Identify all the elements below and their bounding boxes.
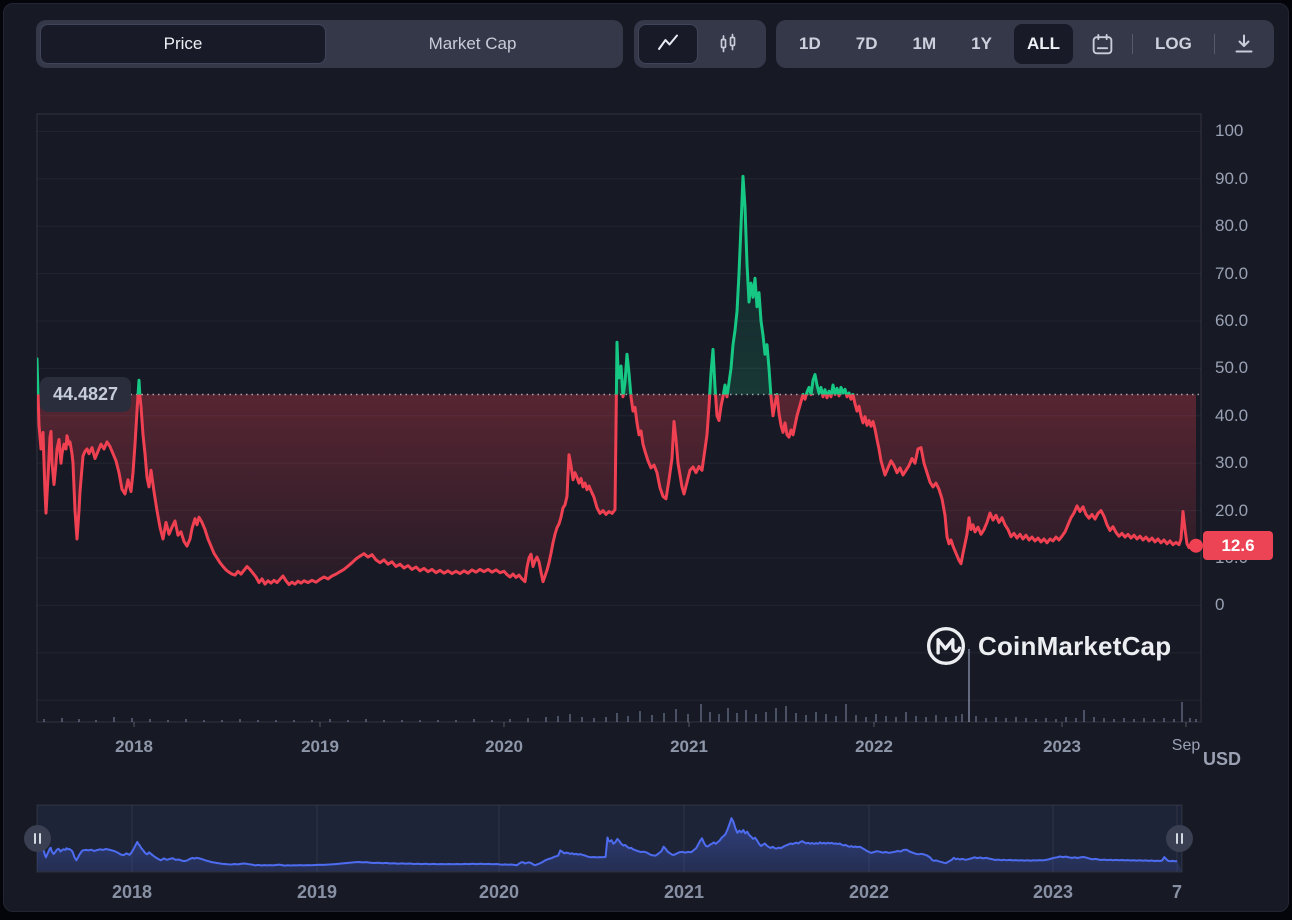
download-button[interactable] bbox=[1224, 32, 1264, 56]
chart-type-group bbox=[634, 20, 766, 68]
navigator-axis-label: 2019 bbox=[296, 882, 338, 902]
navigator-axis-label: 2022 bbox=[848, 882, 890, 902]
y-axis-label: 70.0 bbox=[1215, 263, 1249, 283]
navigator-left-handle[interactable] bbox=[24, 825, 51, 852]
x-axis-label: Sep bbox=[1171, 737, 1201, 754]
navigator-right-handle[interactable] bbox=[1166, 825, 1193, 852]
navigator-axis-label: 2018 bbox=[111, 882, 153, 902]
range-1d-button[interactable]: 1D bbox=[799, 34, 821, 53]
navigator-axis-label: 2023 bbox=[1032, 882, 1074, 902]
navigator-axis-label: 2020 bbox=[478, 882, 520, 902]
current-price-badge: 12.6 bbox=[1203, 531, 1273, 561]
market-cap-tab[interactable]: Market Cap bbox=[428, 34, 517, 53]
y-axis-label: 50.0 bbox=[1215, 358, 1249, 378]
y-axis-label: 20.0 bbox=[1215, 500, 1249, 520]
calendar-button[interactable] bbox=[1082, 32, 1123, 57]
calendar-icon bbox=[1090, 32, 1115, 57]
line-chart-icon bbox=[656, 32, 680, 56]
toolbar-divider bbox=[1132, 34, 1134, 54]
range-toolbar: 1D 7D 1M 1Y ALL LOG bbox=[776, 20, 1274, 68]
threshold-price-label: 44.4827 bbox=[40, 377, 132, 412]
candlestick-icon bbox=[716, 32, 740, 56]
download-icon bbox=[1232, 32, 1256, 56]
x-axis-label: 2021 bbox=[670, 737, 708, 756]
price-chart-plot[interactable] bbox=[4, 4, 1289, 912]
y-axis-label: 0 bbox=[1215, 595, 1225, 615]
price-tab[interactable]: Price bbox=[40, 24, 326, 64]
y-axis-label: 80.0 bbox=[1215, 216, 1249, 236]
range-1y-button[interactable]: 1Y bbox=[971, 34, 992, 53]
x-axis-label: 2020 bbox=[485, 737, 523, 756]
y-axis-label: 40.0 bbox=[1215, 405, 1249, 425]
range-7d-button[interactable]: 7D bbox=[855, 34, 878, 53]
range-all-button[interactable]: ALL bbox=[1013, 24, 1073, 64]
toolbar-divider bbox=[1213, 34, 1215, 54]
coinmarketcap-logo-icon bbox=[925, 625, 967, 667]
y-axis-label: 100 bbox=[1215, 121, 1244, 141]
series-toggle-group: Price Market Cap bbox=[36, 20, 623, 68]
range-1m-button[interactable]: 1M bbox=[912, 34, 937, 53]
navigator-axis-label: 2021 bbox=[663, 882, 705, 902]
y-axis-label: 90.0 bbox=[1215, 168, 1249, 188]
candlestick-button[interactable] bbox=[698, 24, 758, 64]
x-axis-label: 2022 bbox=[855, 737, 893, 756]
x-axis-label: 2018 bbox=[115, 737, 153, 756]
coinmarketcap-watermark: CoinMarketCap bbox=[925, 625, 1171, 667]
navigator-axis-label: 7 bbox=[1171, 882, 1183, 902]
currency-unit-label: USD bbox=[1203, 749, 1242, 769]
watermark-brand-text: CoinMarketCap bbox=[978, 630, 1172, 661]
log-scale-button[interactable]: LOG bbox=[1155, 34, 1192, 53]
y-axis-label: 60.0 bbox=[1215, 311, 1249, 330]
x-axis-label: 2019 bbox=[301, 737, 339, 756]
y-axis-label: 30.0 bbox=[1215, 453, 1249, 473]
x-axis-label: 2023 bbox=[1043, 737, 1081, 756]
app-frame: Price Market Cap 1D 7D 1M 1Y ALL bbox=[3, 3, 1289, 912]
line-chart-button[interactable] bbox=[638, 24, 698, 64]
